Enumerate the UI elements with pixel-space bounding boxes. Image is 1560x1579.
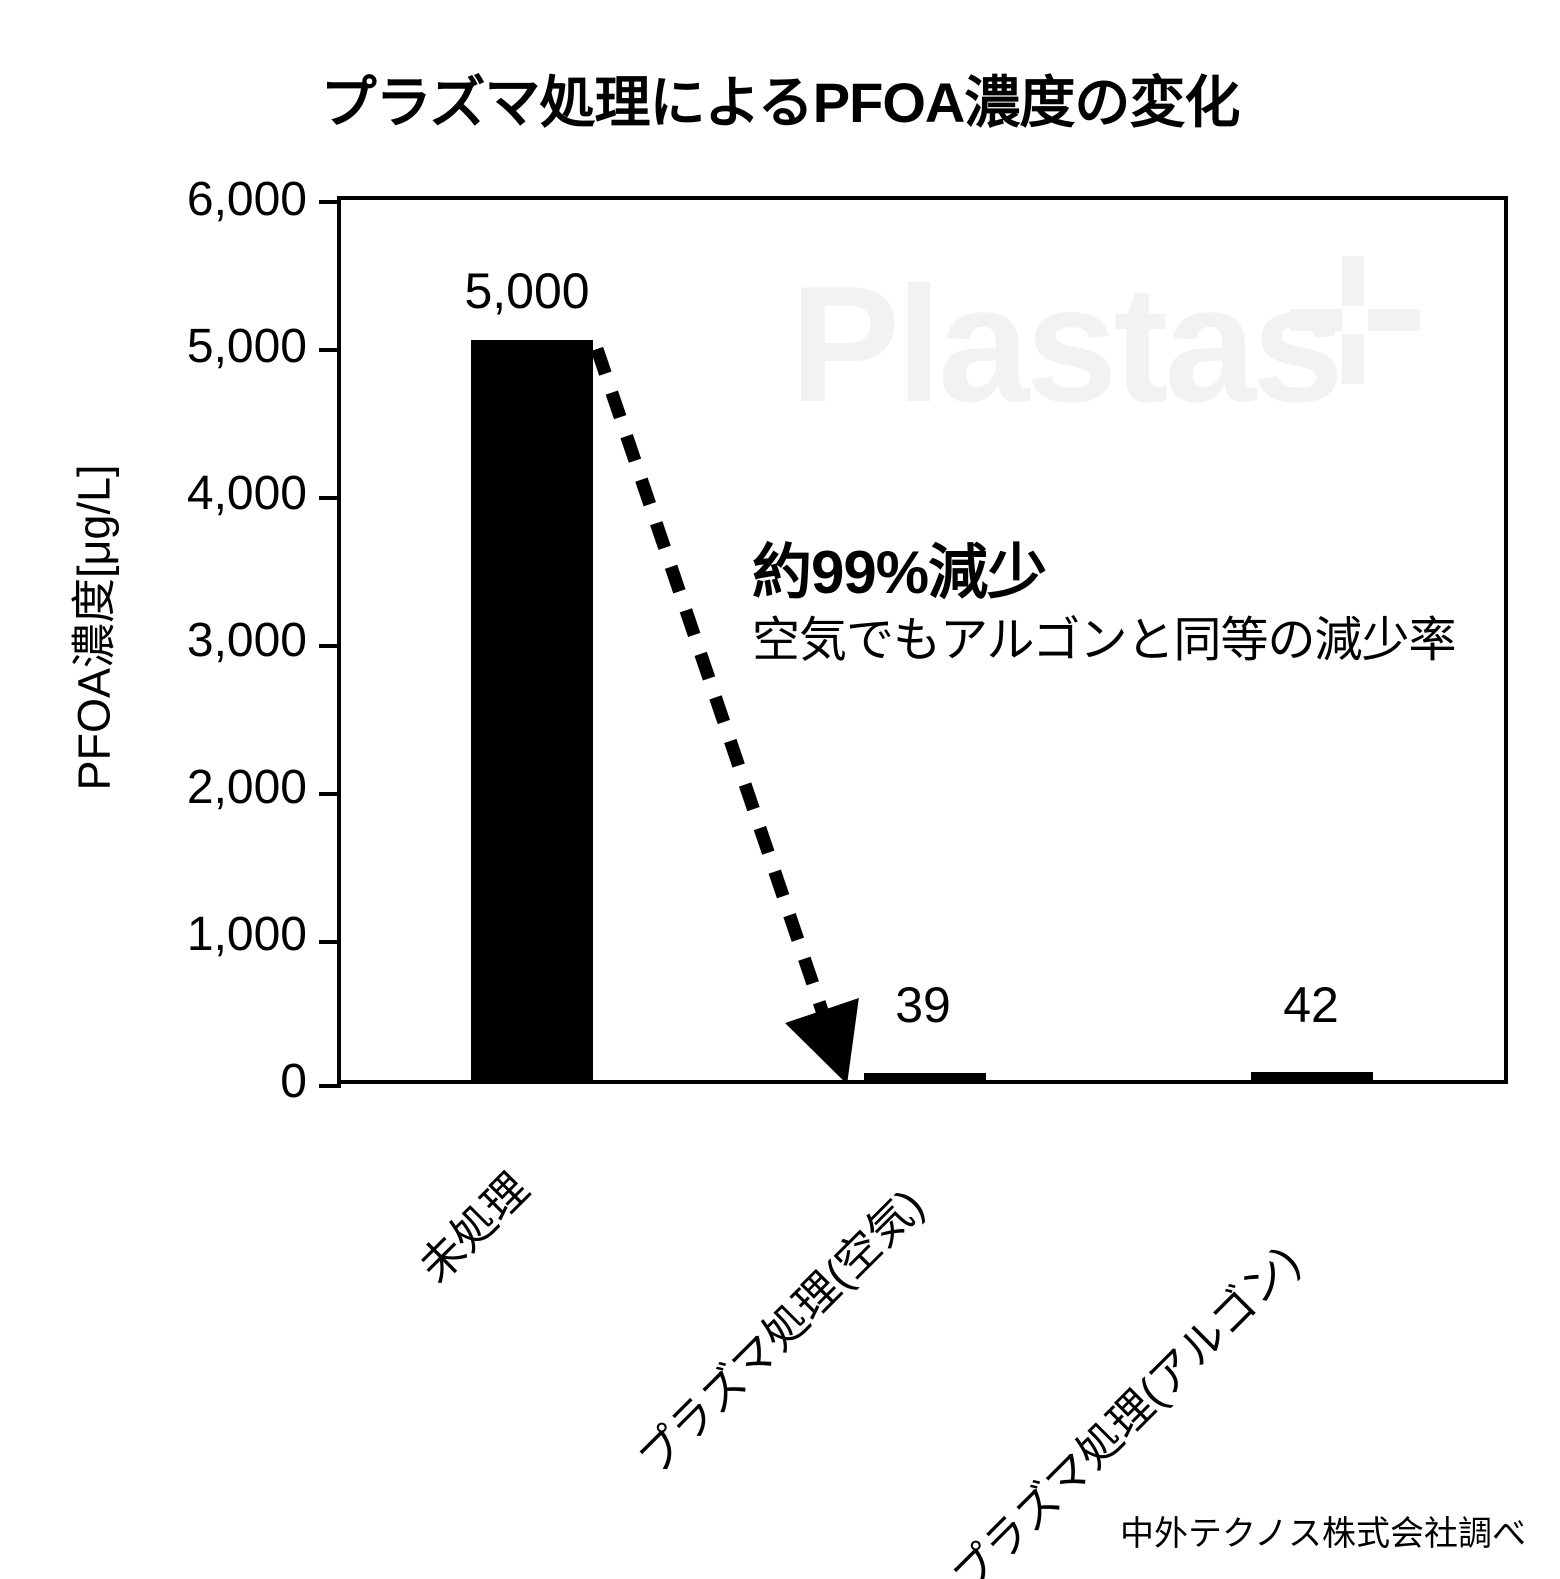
- bar-value-plasma-argon: 42: [1283, 977, 1339, 1033]
- y-tick-3000: [319, 644, 341, 648]
- bar-plasma-argon: [1251, 1072, 1373, 1080]
- y-tick-label-2000: 2,000: [186, 761, 307, 814]
- source-note: 中外テクノス株式会社調べ: [1120, 1515, 1526, 1553]
- y-tick-1000: [319, 940, 341, 944]
- annotation-subtext: 空気でもアルゴンと同等の減少率: [752, 614, 1457, 667]
- y-tick-label-5000: 5,000: [186, 320, 307, 373]
- y-tick-label-0: 0: [280, 1055, 307, 1108]
- y-tick-4000: [319, 496, 341, 500]
- y-tick-label-1000: 1,000: [186, 908, 307, 961]
- y-tick-label-4000: 4,000: [186, 467, 307, 520]
- y-tick-0: [319, 1084, 341, 1088]
- chart-title: プラズマ処理によるPFOA濃度の変化: [320, 71, 1241, 134]
- y-tick-2000: [319, 792, 341, 796]
- y-tick-label-3000: 3,000: [186, 614, 307, 667]
- y-tick-label-6000: 6,000: [186, 173, 307, 226]
- x-tick-label-plasma-air: プラズマ処理(空気): [629, 1180, 934, 1485]
- y-tick-6000: [319, 200, 341, 204]
- annotation-headline: 約99%減少: [752, 539, 1047, 606]
- x-tick-label-untreated: 未処理: [410, 1164, 539, 1293]
- y-tick-5000: [319, 348, 341, 352]
- bar-value-plasma-air: 39: [895, 977, 951, 1033]
- bar-untreated: [471, 340, 593, 1080]
- y-axis-title: PFOA濃度[μg/L]: [68, 464, 120, 791]
- bar-value-untreated: 5,000: [464, 263, 590, 319]
- bar-plasma-air: [864, 1073, 986, 1080]
- plot-area: [319, 196, 1508, 1088]
